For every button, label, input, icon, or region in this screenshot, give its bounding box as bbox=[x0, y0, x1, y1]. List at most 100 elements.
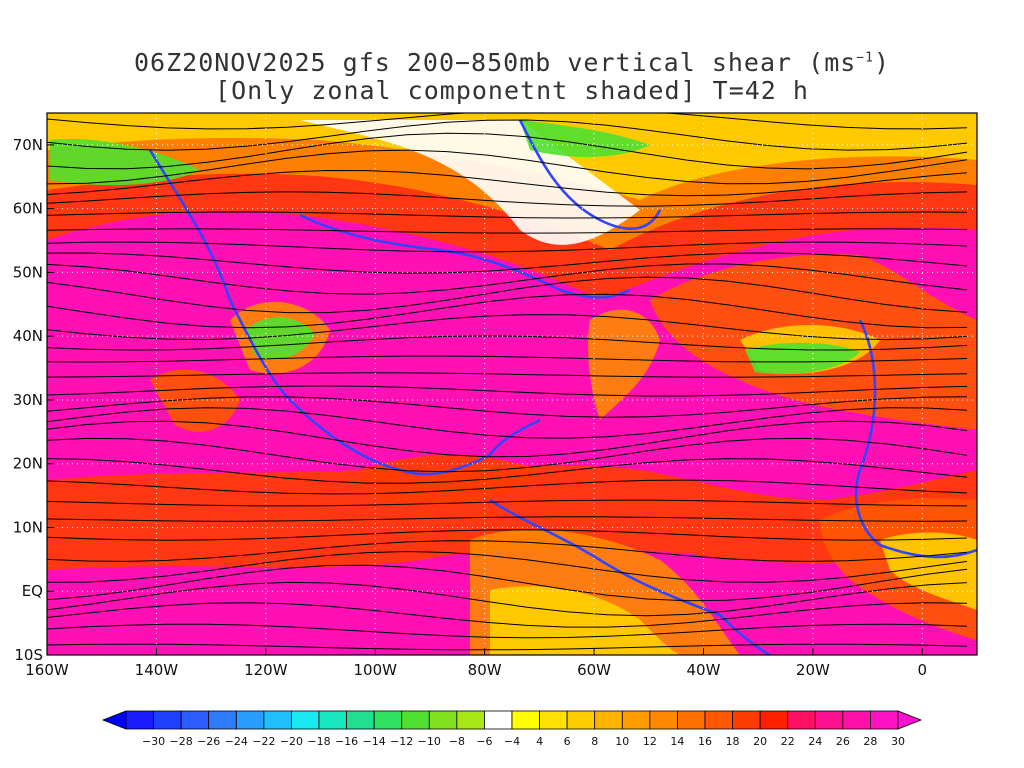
colorbar-swatch bbox=[787, 710, 816, 730]
colorbar-swatch bbox=[153, 710, 182, 730]
streamline bbox=[47, 643, 968, 651]
colorbar-swatch bbox=[704, 710, 733, 730]
colorbar-label: 8 bbox=[591, 735, 598, 748]
lon-tick-label: 160W bbox=[25, 661, 69, 679]
colorbar-swatch bbox=[291, 710, 320, 730]
shading-region bbox=[520, 120, 650, 157]
colorbar-label: 20 bbox=[753, 735, 767, 748]
lat-tick-label: 30N bbox=[13, 391, 43, 409]
colorbar-label: 4 bbox=[536, 735, 543, 748]
streamline bbox=[47, 241, 968, 253]
colorbar-swatch bbox=[511, 710, 540, 730]
colorbar-label: −22 bbox=[252, 735, 275, 748]
lon-tick-label: 140W bbox=[135, 661, 179, 679]
colorbar-swatch bbox=[539, 710, 568, 730]
colorbar-swatch bbox=[373, 710, 403, 730]
map-plot-area bbox=[47, 113, 977, 655]
colorbar-swatch bbox=[842, 710, 871, 730]
colorbar-swatch bbox=[594, 710, 623, 730]
lat-tick-label: 60N bbox=[13, 200, 43, 218]
colorbar-swatch bbox=[814, 710, 844, 730]
colorbar-label: −16 bbox=[335, 735, 358, 748]
colorbar-swatch bbox=[263, 710, 292, 730]
colorbar-label: 10 bbox=[615, 735, 629, 748]
streamline bbox=[47, 564, 968, 602]
colorbar-swatch bbox=[180, 710, 210, 730]
lat-tick-label: 40N bbox=[13, 327, 43, 345]
streamline bbox=[47, 479, 968, 495]
coastline bbox=[299, 213, 631, 299]
colorbar-swatch bbox=[125, 710, 154, 730]
colorbar-swatch bbox=[677, 710, 706, 730]
lat-tick-label: EQ bbox=[22, 582, 43, 600]
streamline bbox=[47, 293, 968, 329]
streamline bbox=[47, 529, 968, 541]
coastline bbox=[148, 149, 541, 476]
lon-tick-label: 40W bbox=[687, 661, 721, 679]
colorbar-high-arrow bbox=[897, 710, 923, 730]
coastline bbox=[854, 319, 977, 559]
streamline bbox=[47, 540, 968, 562]
colorbar-label: −28 bbox=[170, 735, 193, 748]
colorbar-label: −24 bbox=[225, 735, 248, 748]
streamline bbox=[47, 276, 968, 314]
lon-tick-label: 60W bbox=[577, 661, 611, 679]
colorbar-swatch bbox=[318, 710, 347, 730]
streamline bbox=[47, 407, 968, 439]
lat-tick-label: 10N bbox=[13, 518, 43, 536]
streamline bbox=[47, 113, 968, 130]
lat-tick-label: 10S bbox=[14, 646, 43, 664]
shading-region bbox=[50, 139, 200, 186]
colorbar-swatch bbox=[401, 710, 430, 730]
streamline bbox=[47, 396, 968, 418]
colorbar-swatch bbox=[484, 710, 513, 730]
streamline bbox=[47, 132, 968, 170]
colorbar-swatch bbox=[870, 710, 899, 730]
shading-region bbox=[150, 369, 240, 432]
colorbar-swatch bbox=[566, 710, 596, 730]
colorbar-label: −8 bbox=[449, 735, 465, 748]
colorbar-label: −18 bbox=[307, 735, 330, 748]
colorbar-label: 18 bbox=[726, 735, 740, 748]
colorbar-label: −30 bbox=[142, 735, 165, 748]
streamline bbox=[47, 550, 968, 583]
colorbar-label: 14 bbox=[670, 735, 684, 748]
lon-tick-label: 80W bbox=[468, 661, 502, 679]
colorbar-swatch bbox=[208, 710, 237, 730]
colorbar-label: 28 bbox=[863, 735, 877, 748]
streamline bbox=[47, 355, 968, 363]
streamline bbox=[47, 458, 968, 484]
coastline bbox=[489, 498, 771, 655]
colorbar-label: −14 bbox=[363, 735, 386, 748]
colorbar-swatch bbox=[235, 710, 265, 730]
streamline bbox=[47, 420, 968, 458]
colorbar-label: −4 bbox=[504, 735, 520, 748]
colorbar-label: 12 bbox=[643, 735, 657, 748]
colorbar-label: −6 bbox=[476, 735, 492, 748]
colorbar-label: 26 bbox=[836, 735, 850, 748]
streamline bbox=[47, 149, 968, 185]
colorbar-swatch bbox=[621, 710, 651, 730]
lat-tick-label: 20N bbox=[13, 455, 43, 473]
shading-region bbox=[47, 465, 977, 570]
streamline bbox=[47, 252, 968, 274]
streamline bbox=[47, 623, 968, 639]
colorbar-swatch bbox=[456, 710, 485, 730]
colorbar-swatch bbox=[346, 710, 375, 730]
streamline bbox=[47, 169, 968, 197]
map-axes: 160W 140W 120W 100W 80W 60W 40W 20W 0 70N 60N 50N 40… bbox=[13, 136, 927, 679]
streamline bbox=[47, 119, 968, 151]
lon-tick-label: 120W bbox=[244, 661, 288, 679]
lon-tick-label: 100W bbox=[354, 661, 398, 679]
colorbar-label: 6 bbox=[564, 735, 571, 748]
colorbar: −30 −28 −26 −24 −22 −20 −18 −16 −14 −12 −10 −8 −6 −4 4… bbox=[101, 710, 923, 748]
streamline bbox=[47, 191, 968, 207]
streamline bbox=[47, 263, 968, 295]
colorbar-label: 22 bbox=[781, 735, 795, 748]
streamline bbox=[47, 499, 968, 507]
lon-tick-label: 0 bbox=[918, 661, 928, 679]
streamline bbox=[47, 602, 968, 628]
shading-region bbox=[588, 309, 660, 420]
colorbar-swatch bbox=[428, 710, 458, 730]
